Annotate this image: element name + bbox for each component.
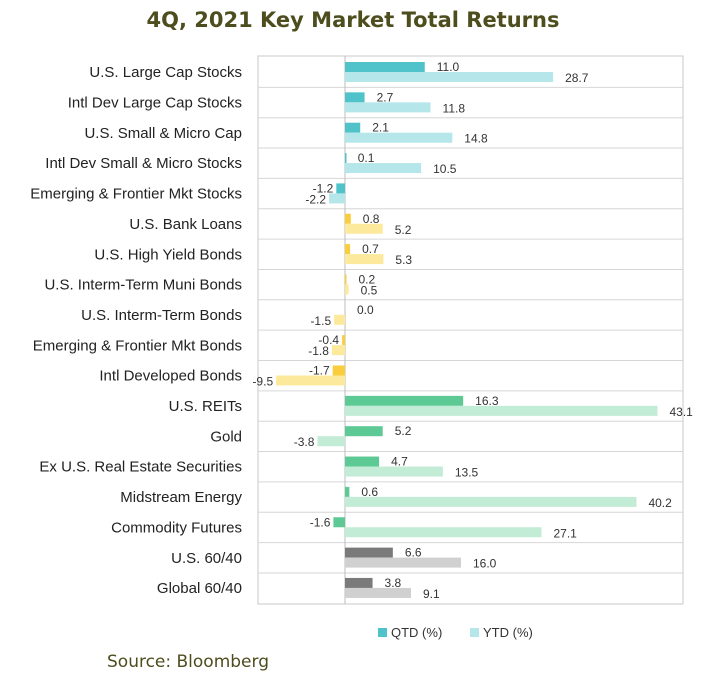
qtd-data-label: 0.0: [357, 303, 374, 317]
qtd-bar: [332, 365, 345, 376]
category-label: U.S. 60/40: [171, 550, 242, 567]
qtd-bar: [345, 122, 361, 133]
chart-title: 4Q, 2021 Key Market Total Returns: [146, 8, 560, 32]
ytd-bar: [345, 587, 411, 598]
legend-swatch: [470, 628, 479, 637]
qtd-data-label: 11.0: [437, 60, 460, 74]
ytd-data-label: 43.1: [669, 405, 693, 419]
ytd-data-label: -2.2: [305, 192, 326, 206]
qtd-data-label: -1.6: [310, 515, 331, 529]
category-label: U.S. Bank Loans: [129, 216, 242, 233]
ytd-data-label: -9.5: [252, 375, 273, 389]
ytd-data-label: -3.8: [294, 435, 315, 449]
ytd-data-label: 16.0: [473, 557, 497, 571]
ytd-bar: [331, 345, 345, 356]
qtd-data-label: 2.1: [372, 121, 389, 135]
ytd-bar: [317, 436, 345, 447]
qtd-data-label: -1.7: [309, 364, 330, 378]
qtd-bar: [345, 62, 425, 72]
ytd-bar: [345, 466, 443, 477]
ytd-bar: [345, 223, 383, 234]
qtd-data-label: 0.6: [361, 485, 378, 499]
category-label: U.S. Interm-Term Muni Bonds: [44, 277, 242, 294]
category-label: Emerging & Frontier Mkt Stocks: [30, 186, 242, 203]
category-label: Midstream Energy: [120, 489, 242, 506]
category-label: Ex U.S. Real Estate Securities: [39, 459, 242, 476]
category-label: U.S. High Yield Bonds: [94, 246, 242, 263]
ytd-data-label: 40.2: [648, 496, 672, 510]
qtd-data-label: 4.7: [391, 455, 408, 469]
qtd-bar: [345, 274, 347, 285]
qtd-bar: [345, 486, 350, 497]
ytd-bar: [345, 284, 349, 295]
qtd-bar: [345, 577, 373, 588]
category-label: Gold: [210, 428, 242, 445]
qtd-bar: [345, 153, 347, 164]
qtd-bar: [333, 517, 345, 528]
ytd-bar: [345, 496, 637, 507]
legend-label: QTD (%): [391, 625, 442, 640]
category-label: Intl Developed Bonds: [99, 368, 242, 385]
category-label: Intl Dev Small & Micro Stocks: [45, 155, 242, 172]
ytd-bar: [345, 72, 554, 82]
qtd-bar: [345, 92, 365, 103]
legend-label: YTD (%): [483, 625, 533, 640]
ytd-bar: [345, 557, 461, 568]
qtd-bar: [336, 183, 345, 194]
qtd-data-label: -1.2: [313, 181, 334, 195]
ytd-data-label: 28.7: [565, 71, 589, 85]
category-label: U.S. REITs: [169, 398, 242, 415]
ytd-bar: [329, 193, 345, 204]
ytd-data-label: 9.1: [423, 587, 440, 601]
qtd-bar: [345, 395, 464, 406]
qtd-data-label: 3.8: [385, 576, 402, 590]
qtd-bar: [345, 426, 383, 437]
ytd-data-label: 5.3: [395, 253, 412, 267]
ytd-data-label: 5.2: [395, 223, 412, 237]
ytd-data-label: 11.8: [443, 101, 466, 115]
ytd-bar: [345, 163, 422, 174]
category-label: Global 60/40: [157, 580, 242, 597]
ytd-data-label: 0.5: [361, 283, 378, 297]
qtd-bar: [345, 456, 380, 467]
ytd-bar: [334, 314, 345, 325]
category-label: U.S. Interm-Term Bonds: [81, 307, 242, 324]
ytd-data-label: 10.5: [433, 162, 457, 176]
qtd-data-label: 0.2: [358, 272, 375, 286]
ytd-data-label: 14.8: [464, 132, 488, 146]
ytd-data-label: 27.1: [553, 526, 577, 540]
legend-swatch: [378, 628, 387, 637]
ytd-bar: [345, 102, 431, 113]
qtd-bar: [342, 335, 345, 346]
category-label: Commodity Futures: [111, 519, 242, 536]
category-label: Intl Dev Large Cap Stocks: [68, 95, 242, 112]
ytd-bar: [345, 132, 453, 143]
ytd-bar: [345, 405, 658, 416]
ytd-bar: [345, 254, 384, 265]
qtd-data-label: 5.2: [395, 424, 412, 438]
ytd-data-label: -1.5: [310, 314, 331, 328]
qtd-data-label: 6.6: [405, 546, 422, 560]
category-label: U.S. Large Cap Stocks: [89, 64, 242, 81]
ytd-bar: [345, 527, 542, 538]
qtd-data-label: 0.7: [362, 242, 379, 256]
qtd-data-label: 0.1: [358, 151, 375, 165]
category-label: Emerging & Frontier Mkt Bonds: [33, 337, 242, 354]
ytd-bar: [276, 375, 345, 386]
source-note: Source: Bloomberg: [107, 652, 269, 672]
ytd-data-label: 13.5: [455, 466, 479, 480]
qtd-bar: [345, 213, 351, 224]
qtd-data-label: 16.3: [475, 394, 499, 408]
qtd-bar: [345, 244, 351, 255]
qtd-bar: [345, 547, 393, 558]
qtd-data-label: -0.4: [318, 333, 339, 347]
qtd-data-label: 0.8: [363, 212, 380, 226]
ytd-data-label: -1.8: [308, 344, 329, 358]
qtd-data-label: 2.7: [377, 90, 394, 104]
category-label: U.S. Small & Micro Cap: [84, 125, 242, 142]
